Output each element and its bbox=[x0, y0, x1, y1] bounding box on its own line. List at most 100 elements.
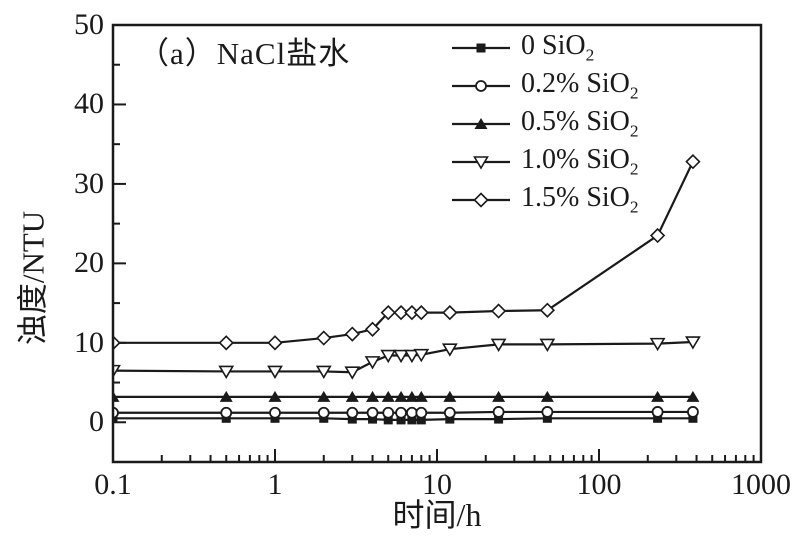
legend-diamond-open-icon bbox=[473, 192, 489, 208]
series-4-diamond-open-icon bbox=[442, 304, 458, 321]
x-tick-label: 10 bbox=[422, 468, 452, 501]
series-4-diamond-open-icon bbox=[393, 304, 409, 321]
y-tick-label: 10 bbox=[74, 325, 104, 359]
series-2-triangle-up-filled-icon bbox=[366, 390, 380, 402]
series-0-square-filled-icon bbox=[383, 415, 393, 425]
legend-label: 1.5% SiO2 bbox=[521, 182, 639, 217]
series-1-circle-open-icon bbox=[415, 406, 428, 419]
series-2-triangle-up-filled-icon bbox=[540, 390, 554, 402]
series-3-triangle-down-open-icon bbox=[539, 338, 556, 352]
series-2-triangle-up-filled-icon bbox=[219, 390, 233, 402]
series-4-diamond-open-icon bbox=[539, 302, 555, 318]
series-0-square-filled-icon bbox=[347, 414, 357, 424]
series-2 bbox=[113, 390, 700, 402]
series-1-circle-open-icon bbox=[220, 406, 233, 419]
series-0-square-filled-icon bbox=[368, 414, 378, 424]
series-4-diamond-open-icon bbox=[113, 335, 121, 351]
legend-item: 0.2% SiO2 bbox=[450, 67, 639, 105]
series-4-diamond-open-icon bbox=[649, 227, 666, 244]
plot-annotation: （a）NaCl盐水 bbox=[138, 36, 351, 71]
series-3-triangle-down-open-icon bbox=[113, 364, 121, 379]
series-1-circle-open-icon bbox=[541, 406, 554, 418]
series-0-square-filled-icon bbox=[396, 415, 406, 425]
series-3-triangle-down-open-icon bbox=[685, 336, 701, 350]
series-1 bbox=[113, 406, 699, 419]
series-0-square-filled-icon bbox=[113, 413, 118, 423]
legend-sample bbox=[452, 156, 510, 170]
series-1-circle-open-icon bbox=[443, 406, 456, 419]
x-axis-title: 时间/h bbox=[392, 497, 482, 533]
series-1-circle-open-icon bbox=[269, 406, 281, 419]
series-3 bbox=[113, 336, 701, 380]
series-4 bbox=[113, 154, 701, 351]
legend-item: 0 SiO2 bbox=[450, 29, 639, 67]
legend-label: 0.5% SiO2 bbox=[521, 106, 639, 141]
legend-circle-open-icon bbox=[475, 80, 487, 92]
series-1-circle-open-icon bbox=[317, 406, 330, 419]
y-tick-label: 50 bbox=[74, 8, 104, 41]
legend-sample bbox=[452, 80, 510, 92]
series-1-circle-open-icon bbox=[395, 406, 407, 419]
series-3-triangle-down-open-icon bbox=[364, 356, 381, 370]
series-2-triangle-up-filled-icon bbox=[113, 390, 120, 402]
legend-label: 0.2% SiO2 bbox=[521, 68, 639, 103]
series-2-triangle-up-filled-icon bbox=[443, 390, 457, 402]
series-2-triangle-up-filled-icon bbox=[492, 390, 506, 402]
series-4-diamond-open-icon bbox=[490, 303, 507, 319]
series-0-square-filled-icon bbox=[653, 413, 663, 423]
legend-label: 0 SiO2 bbox=[521, 30, 595, 65]
series-4-diamond-open-icon bbox=[685, 154, 701, 170]
x-tick-label: 100 bbox=[576, 468, 622, 501]
series-3-triangle-down-open-icon bbox=[404, 349, 420, 364]
series-0-square-filled-icon bbox=[445, 414, 455, 424]
legend-item: 0.5% SiO2 bbox=[450, 105, 639, 143]
series-4-diamond-open-icon bbox=[218, 335, 234, 351]
series-3-triangle-down-open-icon bbox=[315, 365, 332, 379]
y-tick-label: 30 bbox=[74, 166, 104, 200]
y-tick-label: 20 bbox=[74, 246, 104, 280]
series-3-triangle-down-open-icon bbox=[649, 337, 666, 352]
series-1-circle-open-icon bbox=[492, 406, 505, 418]
series-1-circle-open-icon bbox=[346, 406, 359, 419]
legend-label: 1.0% SiO2 bbox=[521, 144, 639, 179]
series-3-triangle-down-open-icon bbox=[380, 349, 397, 364]
legend-item: 1.0% SiO2 bbox=[450, 143, 639, 181]
series-3-triangle-down-open-icon bbox=[344, 366, 361, 380]
series-3-triangle-down-open-icon bbox=[218, 365, 235, 379]
legend-sample bbox=[452, 118, 510, 129]
series-4-diamond-open-icon bbox=[267, 335, 283, 351]
series-3-triangle-down-open-icon bbox=[413, 348, 430, 363]
x-tick-label: 1 bbox=[267, 468, 283, 501]
series-0-square-filled-icon bbox=[416, 415, 426, 425]
series-2-triangle-up-filled-icon bbox=[268, 390, 282, 402]
legend-triangle-down-open-icon bbox=[473, 156, 489, 170]
series-0-square-filled-icon bbox=[407, 415, 417, 425]
series-3-triangle-down-open-icon bbox=[490, 338, 507, 352]
series-4-diamond-open-icon bbox=[364, 321, 381, 337]
series-2-triangle-up-filled-icon bbox=[381, 390, 395, 402]
x-tick-label: 0.1 bbox=[94, 468, 132, 501]
legend-item: 1.5% SiO2 bbox=[450, 181, 639, 219]
series-1-circle-open-icon bbox=[651, 406, 664, 418]
x-tick-label: 1000 bbox=[731, 468, 791, 501]
y-tick-label: 40 bbox=[74, 87, 104, 121]
series-2-triangle-up-filled-icon bbox=[317, 390, 331, 402]
series-0-square-filled-icon bbox=[688, 413, 698, 423]
plot-frame bbox=[111, 23, 763, 464]
series-1-circle-open-icon bbox=[687, 406, 699, 418]
series-1-circle-open-icon bbox=[382, 406, 395, 419]
series-2-triangle-up-filled-icon bbox=[651, 390, 665, 402]
series-4-diamond-open-icon bbox=[316, 330, 332, 346]
series-3-triangle-down-open-icon bbox=[441, 343, 458, 357]
legend: 0 SiO2 0.2% SiO2 0.5% SiO2 1.0% SiO2 1.5% Si… bbox=[450, 29, 639, 219]
series-3-triangle-down-open-icon bbox=[267, 365, 283, 379]
series-0-square-filled-icon bbox=[542, 413, 552, 423]
series-2-triangle-up-filled-icon bbox=[405, 390, 419, 402]
series-4-diamond-open-icon bbox=[344, 326, 360, 342]
series-1-circle-open-icon bbox=[366, 406, 379, 419]
legend-sample bbox=[452, 43, 510, 53]
series-0-square-filled-icon bbox=[494, 414, 504, 424]
series-2-triangle-up-filled-icon bbox=[394, 390, 408, 402]
